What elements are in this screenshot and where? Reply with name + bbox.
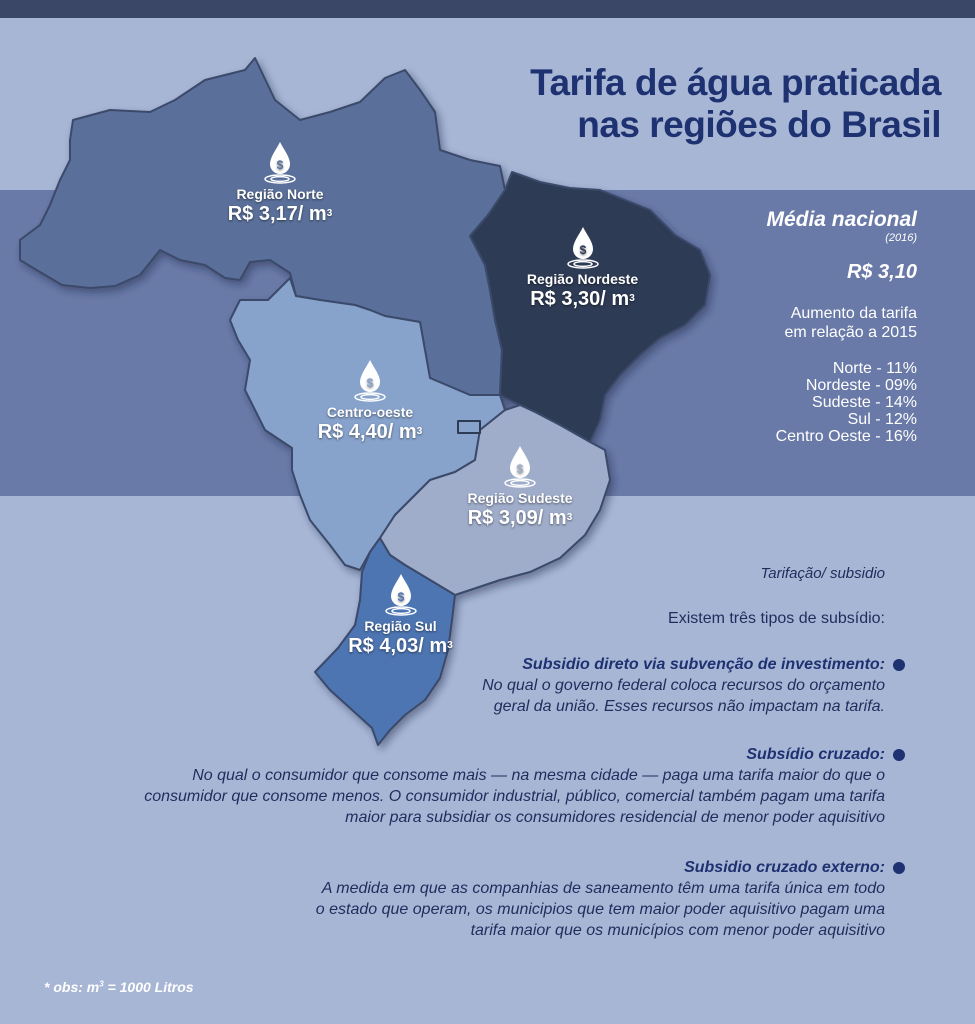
- increase-item: Sul - 12%: [847, 411, 917, 428]
- subsidy-item: Subsidio cruzado externo: A medida em qu…: [105, 858, 885, 941]
- subsidy-body: No qual o governo federal coloca recurso…: [482, 677, 885, 715]
- increase-item: Nordeste - 09%: [805, 377, 917, 394]
- increase-item: Norte - 11%: [832, 360, 917, 377]
- media-year: (2016): [885, 232, 917, 244]
- footnote: * obs: m3 = 1000 Litros: [44, 979, 194, 995]
- region-norte-name: Região Norte: [236, 186, 324, 202]
- page-title: Tarifa de água praticada nas regiões do …: [421, 62, 941, 146]
- national-average-panel: Média nacional (2016) R$ 3,10 Aumento da…: [617, 208, 917, 445]
- svg-text:$: $: [397, 590, 404, 604]
- region-norte-price: R$ 3,17/ m3: [227, 203, 333, 225]
- subsidy-title: Subsídio cruzado:: [746, 746, 885, 763]
- bullet-icon: [893, 659, 905, 671]
- subsidy-item: Subsidio direto via subvenção de investi…: [105, 655, 885, 717]
- region-nordeste-label: $ Região Nordeste R$ 3,30/ m3: [510, 225, 655, 311]
- subsidy-title: Subsidio cruzado externo:: [684, 859, 885, 876]
- region-sul-price: R$ 4,03/ m3: [348, 635, 453, 657]
- svg-text:$: $: [517, 462, 524, 476]
- subsidy-intro: Existem três tipos de subsídio:: [668, 610, 885, 627]
- subsidy-item: Subsídio cruzado: No qual o consumidor q…: [105, 745, 885, 828]
- media-value: R$ 3,10: [846, 261, 917, 283]
- region-centro-oeste-label: $ Centro-oeste R$ 4,40/ m3: [295, 358, 445, 444]
- water-drop-dollar-icon: $: [566, 227, 599, 269]
- subsidy-body: A medida em que as companhias de saneame…: [315, 880, 885, 939]
- subsidy-body: No qual o consumidor que consome mais — …: [144, 767, 885, 826]
- title-line-2: nas regiões do Brasil: [577, 104, 941, 145]
- increase-list: Norte - 11% Nordeste - 09% Sudeste - 14%…: [617, 360, 917, 445]
- region-nordeste-price: R$ 3,30/ m3: [530, 288, 635, 310]
- region-sul-label: $ Região Sul R$ 4,03/ m3: [328, 572, 473, 658]
- subsidy-heading: Tarifação/ subsidio: [760, 565, 885, 582]
- region-nordeste-shape: [469, 171, 711, 443]
- region-sudeste-price: R$ 3,09/ m3: [467, 507, 573, 529]
- svg-text:$: $: [277, 158, 284, 172]
- region-sul-name: Região Sul: [364, 618, 437, 634]
- increase-item: Centro Oeste - 16%: [775, 428, 917, 445]
- region-nordeste-name: Região Nordeste: [526, 271, 639, 287]
- water-drop-dollar-icon: $: [264, 142, 296, 184]
- region-sudeste-shape: [379, 404, 611, 596]
- region-centro-oeste-price: R$ 4,40/ m3: [317, 421, 423, 443]
- region-sudeste-name: Região Sudeste: [467, 490, 573, 506]
- aumento-heading: Aumento da tarifa em relação a 2015: [784, 305, 917, 341]
- water-drop-dollar-icon: $: [354, 360, 386, 402]
- svg-text:$: $: [367, 376, 374, 390]
- region-sudeste-label: $ Região Sudeste R$ 3,09/ m3: [445, 444, 595, 530]
- increase-item: Sudeste - 14%: [812, 394, 917, 411]
- title-line-1: Tarifa de água praticada: [530, 62, 941, 103]
- federal-district-shape: [457, 420, 481, 434]
- region-sul-shape: [314, 537, 456, 746]
- svg-text:$: $: [579, 243, 586, 257]
- water-drop-dollar-icon: $: [384, 574, 417, 616]
- media-title: Média nacional: [766, 208, 917, 231]
- region-centro-oeste-name: Centro-oeste: [326, 404, 414, 420]
- region-norte-label: $ Região Norte R$ 3,17/ m3: [205, 140, 355, 226]
- subsidy-title: Subsidio direto via subvenção de investi…: [522, 656, 885, 673]
- water-drop-dollar-icon: $: [504, 446, 536, 488]
- bullet-icon: [893, 749, 905, 761]
- bullet-icon: [893, 862, 905, 874]
- top-bar: [0, 0, 975, 18]
